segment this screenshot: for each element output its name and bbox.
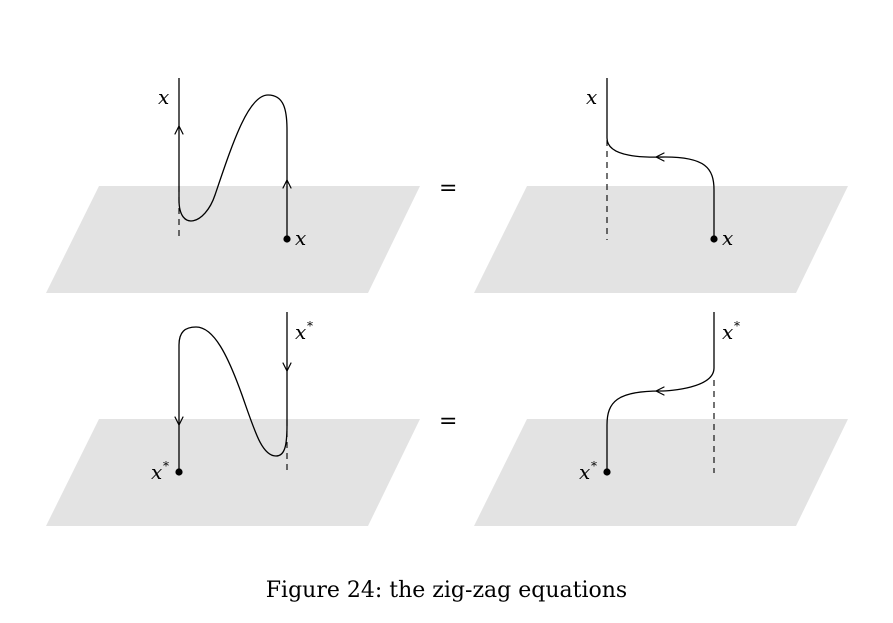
- plane-top-right: [474, 186, 848, 293]
- label-xstar-sup: *: [307, 319, 313, 333]
- label-xstar-sup: *: [163, 459, 169, 473]
- arrow-up-right-strand: [282, 179, 292, 189]
- label-xstar-bottom-right-upper: x *: [722, 319, 740, 344]
- straight-wire-top-right: [606, 78, 715, 239]
- label-x-top-right-lower: x: [722, 226, 733, 250]
- plane-top-left: [46, 186, 420, 293]
- point-top-right: [710, 235, 718, 243]
- label-x-top-left-upper: x: [158, 85, 169, 109]
- equals-sign-top: =: [439, 176, 457, 201]
- label-x-top-left-lower: x: [295, 226, 306, 250]
- panel-bottom-left: x * x *: [46, 312, 420, 526]
- equals-sign-bottom: =: [439, 409, 457, 434]
- arrow-left-top-right: [655, 152, 665, 162]
- panel-top-right: x x: [474, 78, 848, 293]
- label-xstar-bottom-right-lower: x *: [579, 459, 597, 484]
- label-xstar-sup: *: [734, 319, 740, 333]
- label-xstar-base: x: [151, 460, 162, 484]
- arrow-up-left-strand: [174, 125, 184, 135]
- straight-wire-bottom-right: [606, 312, 715, 472]
- zigzag-wire-bottom-left: [178, 312, 288, 472]
- panel-top-left: x x: [46, 78, 420, 293]
- arrow-down-right-strand: [282, 362, 292, 372]
- point-top-left: [283, 235, 291, 243]
- panel-bottom-right: x * x *: [474, 312, 848, 526]
- label-x-top-right-upper: x: [586, 85, 597, 109]
- label-xstar-base: x: [722, 320, 733, 344]
- plane-bottom-right: [474, 419, 848, 526]
- plane-bottom-left: [46, 419, 420, 526]
- label-xstar-bottom-left-lower: x *: [151, 459, 169, 484]
- point-bottom-right: [603, 468, 611, 476]
- label-xstar-bottom-left-upper: x *: [295, 319, 313, 344]
- arrow-down-left-strand: [174, 416, 184, 426]
- point-bottom-left: [175, 468, 183, 476]
- label-xstar-base: x: [295, 320, 306, 344]
- label-xstar-base: x: [579, 460, 590, 484]
- figure-caption: Figure 24: the zig-zag equations: [265, 578, 628, 603]
- zigzag-wire-top-left: [178, 78, 288, 239]
- label-xstar-sup: *: [591, 459, 597, 473]
- arrow-left-bottom-right: [655, 386, 665, 396]
